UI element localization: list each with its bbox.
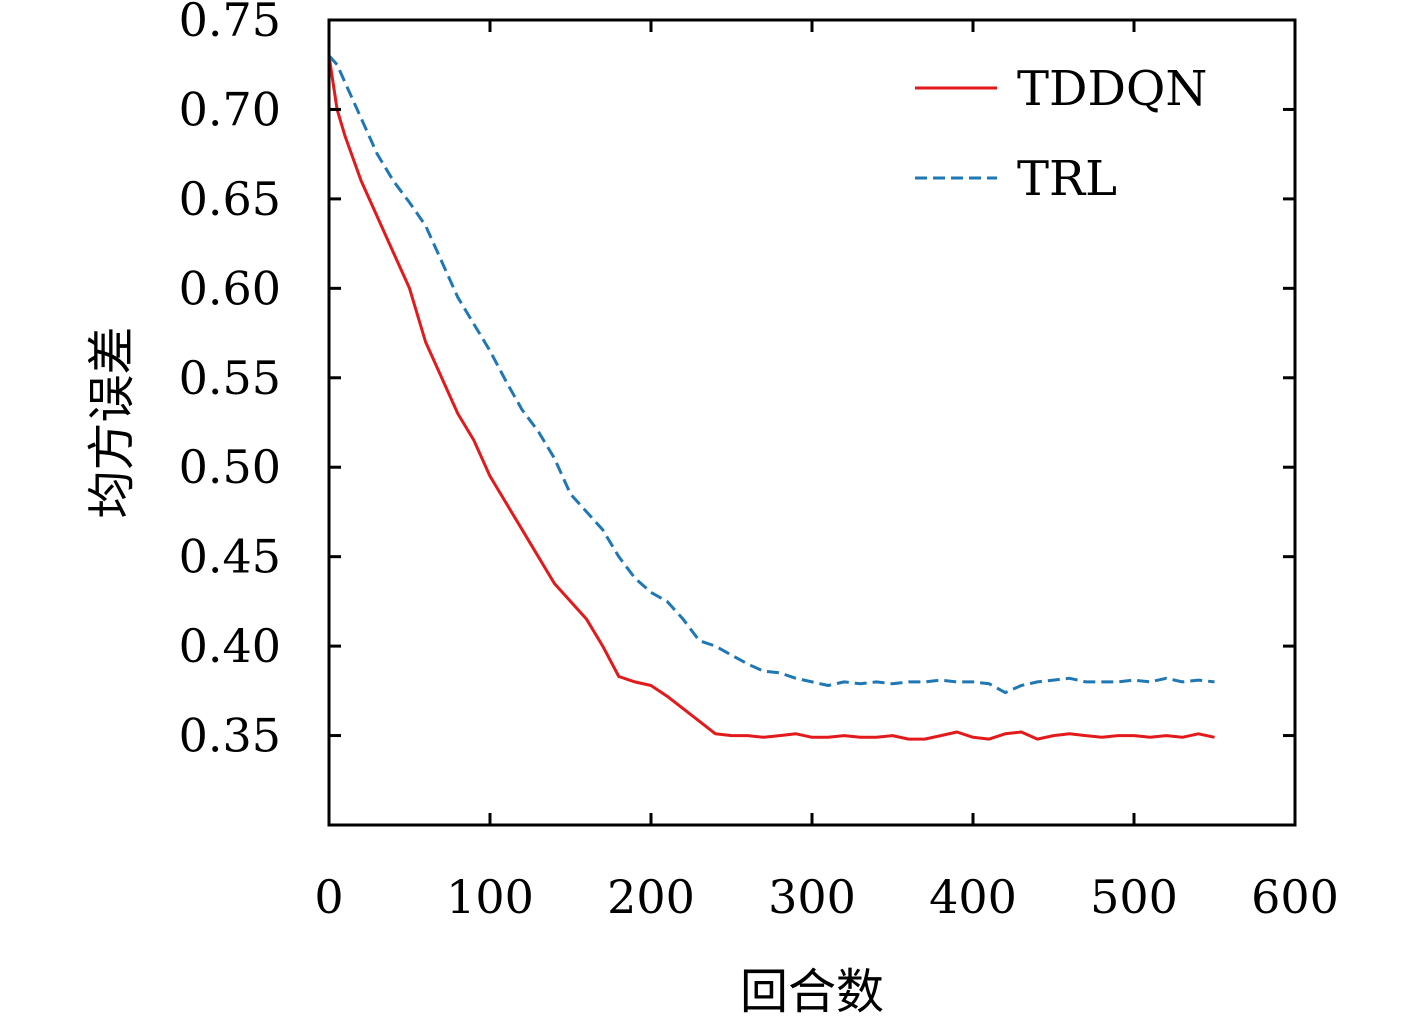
y-tick-label: 0.75 [179, 0, 281, 47]
x-tick-label: 200 [607, 870, 695, 924]
x-tick-label: 0 [314, 870, 343, 924]
y-tick-label: 0.60 [179, 261, 281, 315]
plot-frame [327, 18, 1297, 827]
y-tick-label: 0.70 [179, 82, 281, 136]
x-tick-label: 300 [768, 870, 856, 924]
y-tick-label: 0.55 [179, 351, 281, 405]
series-line-tddqn [327, 55, 1215, 741]
legend: TDDQN TRL [915, 61, 1207, 207]
y-tick-label: 0.45 [179, 530, 281, 584]
x-tick-label: 400 [929, 870, 1017, 924]
legend-label-trl: TRL [1017, 151, 1117, 207]
y-tick-label: 0.40 [179, 619, 281, 673]
y-tick-label: 0.65 [179, 172, 281, 226]
x-tick-label: 600 [1251, 870, 1339, 924]
legend-label-tddqn: TDDQN [1017, 61, 1207, 117]
y-tick-label: 0.50 [179, 440, 281, 494]
x-tick-label: 500 [1090, 870, 1178, 924]
series-layer [327, 54, 1215, 741]
x-tick-label: 100 [446, 870, 534, 924]
tick-labels-layer: 0 100 200 300 400 500 600 0.35 0.40 0.45 0.50 0.55 0… [179, 0, 1339, 924]
ticks-layer [327, 18, 1297, 825]
y-axis-title: 均方误差 [84, 326, 140, 518]
x-axis-title: 回合数 [740, 964, 884, 1020]
y-tick-label: 0.35 [179, 709, 281, 763]
